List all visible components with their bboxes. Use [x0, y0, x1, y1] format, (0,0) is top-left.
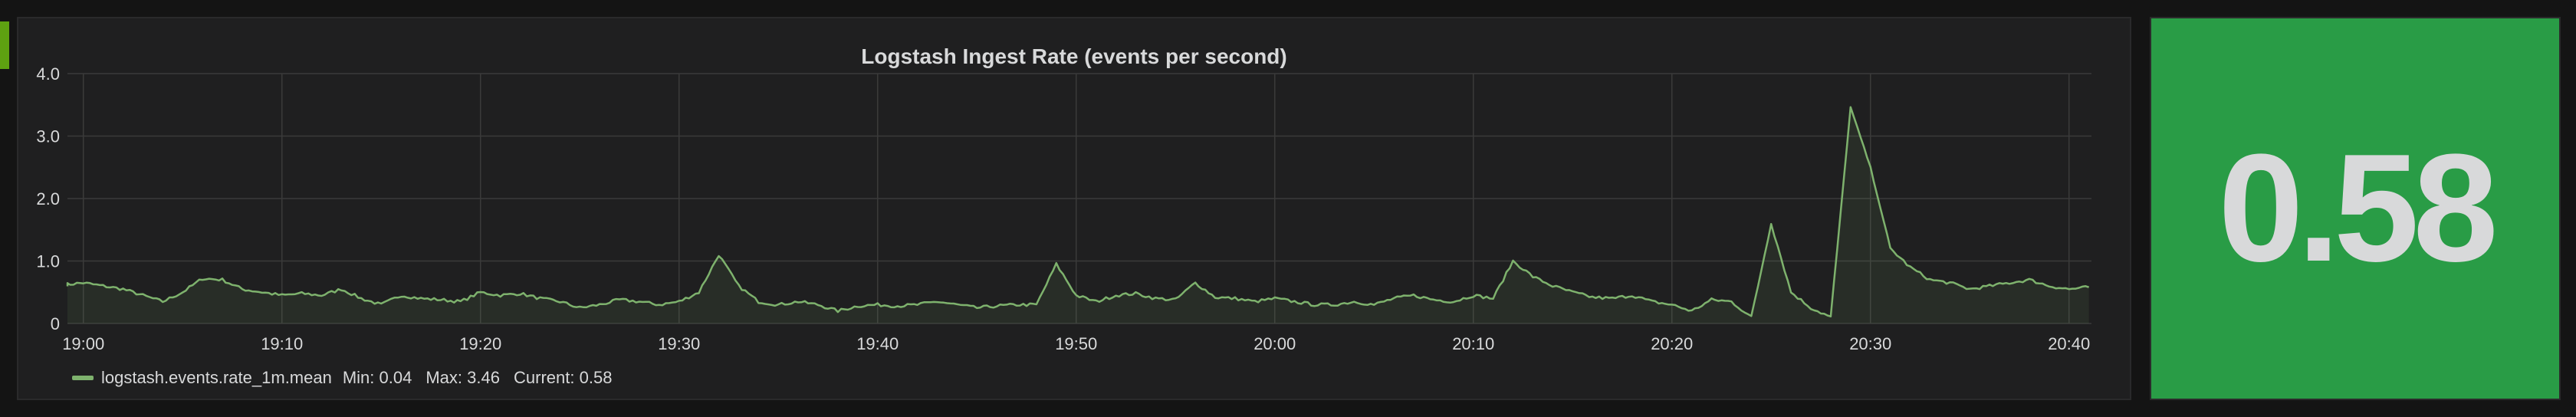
series-line: [66, 106, 2089, 318]
x-tick-label: 20:20: [1651, 334, 1693, 353]
row-collapse-marker[interactable]: [0, 21, 9, 69]
x-tick-label: 20:10: [1452, 334, 1494, 353]
legend-current-label: Current:: [514, 368, 575, 387]
legend-max-value: 3.46: [467, 368, 500, 387]
x-tick-label: 20:30: [1849, 334, 1891, 353]
singlestat-panel[interactable]: 0.58: [2150, 17, 2561, 400]
panel-title[interactable]: Logstash Ingest Rate (events per second): [861, 44, 1287, 68]
x-tick-label: 19:00: [62, 334, 104, 353]
legend-min-value: 0.04: [379, 368, 412, 387]
x-tick-label: 20:40: [2048, 334, 2090, 353]
x-tick-label: 19:50: [1055, 334, 1097, 353]
legend: logstash.events.rate_1m.mean Min: 0.04 M…: [72, 368, 626, 388]
legend-series-swatch[interactable]: [72, 376, 94, 380]
series-area-fill: [67, 107, 2089, 324]
x-tick-label: 19:10: [261, 334, 303, 353]
x-tick-label: 20:00: [1254, 334, 1296, 353]
legend-current-value: 0.58: [579, 368, 613, 387]
legend-min-label: Min:: [342, 368, 375, 387]
x-tick-label: 19:30: [658, 334, 700, 353]
graph-panel[interactable]: Logstash Ingest Rate (events per second)…: [17, 17, 2131, 400]
y-tick-label: 0: [51, 314, 60, 333]
line-chart[interactable]: 0 1.0 2.0 3.0 4.0 19:00 19:10 19:20 19:30 19:40 19…: [18, 18, 2130, 399]
x-tick-label: 19:40: [856, 334, 899, 353]
legend-max-label: Max:: [426, 368, 463, 387]
y-tick-label: 2.0: [36, 189, 60, 208]
x-tick-label: 19:20: [459, 334, 501, 353]
y-tick-label: 4.0: [36, 64, 60, 84]
legend-series-name[interactable]: logstash.events.rate_1m.mean: [101, 368, 332, 387]
y-tick-label: 1.0: [36, 252, 60, 271]
y-tick-label: 3.0: [36, 127, 60, 146]
singlestat-value: 0.58: [2218, 123, 2498, 294]
